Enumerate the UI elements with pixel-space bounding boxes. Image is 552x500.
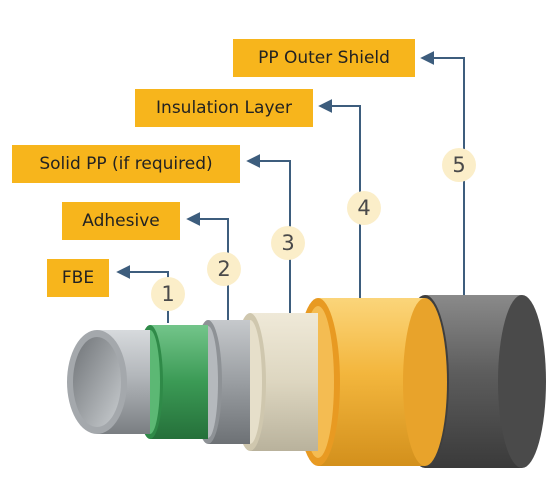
layer-number-1: 1: [151, 277, 185, 311]
leader-lines: [116, 51, 465, 323]
steel-pipe-icon: [67, 330, 150, 434]
label-adhesive-text: Adhesive: [82, 211, 160, 231]
leader-line-5: [420, 51, 465, 295]
leader-line-4: [318, 99, 361, 298]
label-solid-pp: Solid PP (if required): [12, 145, 240, 183]
insulation-layer-icon: [296, 298, 447, 466]
leader-line-2: [186, 212, 229, 320]
label-fbe: FBE: [47, 259, 109, 297]
label-outer-shield-text: PP Outer Shield: [258, 48, 390, 68]
layer-number-5: 5: [442, 148, 476, 182]
label-solid-pp-text: Solid PP (if required): [39, 154, 213, 174]
label-insulation-text: Insulation Layer: [156, 98, 292, 118]
layer-number-4: 4: [347, 191, 381, 225]
leader-line-3: [246, 154, 291, 313]
layer-number-2: 2: [207, 252, 241, 286]
label-fbe-text: FBE: [61, 268, 95, 288]
label-insulation: Insulation Layer: [135, 89, 313, 127]
layer-number-3: 3: [271, 226, 305, 260]
label-adhesive: Adhesive: [62, 202, 180, 240]
label-outer-shield: PP Outer Shield: [233, 39, 415, 77]
